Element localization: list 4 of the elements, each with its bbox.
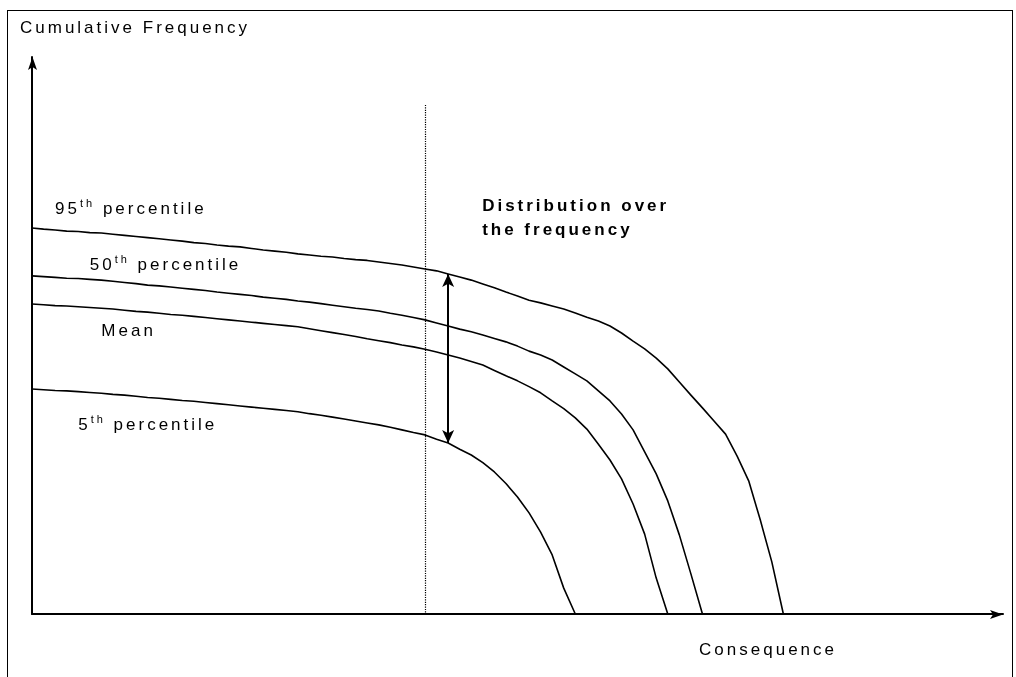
x-axis-title: Consequence xyxy=(699,640,837,659)
text: Cumulative Frequency xyxy=(20,17,251,37)
series-label: Mean xyxy=(101,320,156,340)
annotation: Distribution over the frequency xyxy=(482,196,670,240)
